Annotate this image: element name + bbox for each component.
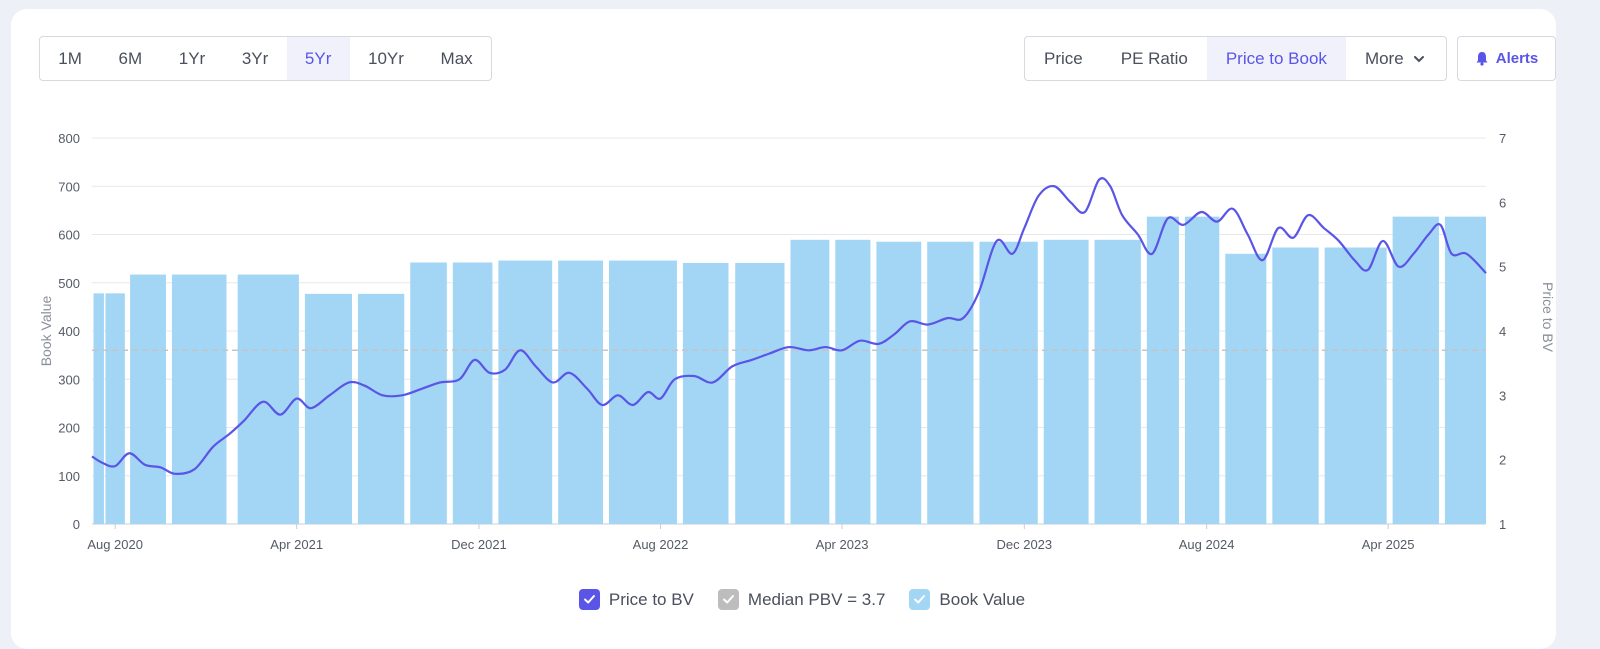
y-left-tick-label: 200: [58, 421, 80, 436]
y-right-axis-label: Price to BV: [1540, 282, 1556, 353]
book-value-bar: [790, 239, 830, 524]
metric-button-label: PE Ratio: [1120, 48, 1188, 68]
period-button-5yr[interactable]: 5Yr: [286, 37, 350, 80]
x-tick-label: Aug 2020: [87, 537, 143, 552]
period-button-label: 1Yr: [178, 48, 206, 68]
book-value-bar: [452, 262, 493, 524]
book-value-bar: [927, 241, 974, 525]
x-tick-label: Dec 2023: [996, 537, 1052, 552]
price-to-bv-line: [91, 177, 1487, 476]
x-tick-label: Apr 2023: [816, 537, 869, 552]
y-left-tick-label: 300: [58, 372, 80, 387]
book-value-bar: [105, 293, 125, 524]
book-value-bar: [876, 241, 922, 525]
book-value-bar: [304, 293, 352, 524]
y-right-tick-label: 6: [1499, 195, 1506, 210]
chart-legend: Price to BV Median PBV = 3.7 Book Value: [0, 589, 1600, 610]
y-left-tick-label: 500: [58, 276, 80, 291]
metric-button-label: More: [1364, 48, 1404, 68]
book-value-bar: [357, 293, 405, 524]
price-to-book-chart: 0 100 200 300 400 500 600 700 800 1 2 3 4 5 6 7 Book Val…: [38, 131, 1556, 552]
period-button-max[interactable]: Max: [422, 37, 491, 80]
book-value-bar: [498, 260, 553, 524]
period-button-1m[interactable]: 1M: [40, 37, 100, 80]
y-left-tick-label: 700: [58, 179, 80, 194]
checkbox-icon: [909, 589, 931, 610]
checkbox-icon: [717, 589, 739, 610]
x-tick-label: Apr 2025: [1362, 537, 1415, 552]
book-value-bar: [1225, 253, 1267, 525]
book-value-bar: [1184, 216, 1220, 524]
y-right-tick-label: 4: [1499, 324, 1506, 339]
metric-button-more[interactable]: More: [1346, 37, 1445, 80]
y-right-tick-label: 3: [1499, 388, 1506, 403]
checkbox-icon: [578, 589, 600, 610]
chevron-down-icon: [1413, 55, 1424, 62]
book-value-bar: [1094, 239, 1141, 524]
period-button-label: Max: [440, 48, 473, 68]
metric-button-pe-ratio[interactable]: PE Ratio: [1102, 37, 1207, 80]
period-button-label: 10Yr: [368, 48, 404, 68]
y-left-tick-label: 600: [58, 228, 80, 243]
y-right-tick-label: 1: [1499, 517, 1506, 532]
legend-item-book-value[interactable]: Book Value: [905, 589, 1025, 610]
period-button-10yr[interactable]: 10Yr: [350, 37, 423, 80]
metric-button-price-to-book[interactable]: Price to Book: [1206, 37, 1346, 80]
book-value-bar: [682, 262, 729, 524]
book-value-bar: [1324, 247, 1387, 524]
book-value-bar: [1392, 216, 1439, 524]
alerts-button[interactable]: Alerts: [1457, 36, 1556, 81]
y-left-tick-label: 0: [73, 517, 80, 532]
legend-label: Book Value: [939, 589, 1026, 609]
metric-button-label: Price to Book: [1225, 48, 1327, 68]
alerts-label: Alerts: [1495, 50, 1539, 67]
period-button-label: 6M: [118, 48, 143, 68]
period-button-label: 3Yr: [241, 48, 269, 68]
book-value-bar: [835, 239, 871, 524]
metric-button-price[interactable]: Price: [1025, 37, 1102, 80]
y-left-tick-label: 800: [58, 131, 80, 146]
x-tick-label: Dec 2021: [451, 537, 507, 552]
book-value-bar: [1146, 216, 1179, 524]
legend-item-median-pbv-3-7[interactable]: Median PBV = 3.7: [714, 589, 886, 610]
y-left-tick-label: 100: [58, 469, 80, 484]
book-value-bar: [558, 260, 603, 524]
period-button-6m[interactable]: 6M: [100, 37, 160, 80]
book-value-bar: [1444, 216, 1486, 524]
legend-label: Median PBV = 3.7: [747, 589, 886, 609]
period-button-label: 1M: [58, 48, 82, 68]
x-tick-label: Aug 2024: [1179, 537, 1235, 552]
book-value-bar: [1272, 247, 1319, 524]
period-button-1yr[interactable]: 1Yr: [160, 37, 223, 80]
book-value-bar: [237, 274, 299, 524]
y-right-tick-label: 7: [1499, 131, 1506, 146]
book-value-bar: [735, 262, 785, 524]
legend-label: Price to BV: [608, 589, 694, 609]
book-value-bar: [93, 293, 104, 524]
y-left-tick-label: 400: [58, 324, 80, 339]
x-tick-label: Apr 2021: [270, 537, 323, 552]
x-tick-label: Aug 2022: [633, 537, 689, 552]
book-value-bar: [410, 262, 447, 524]
legend-item-price-to-bv[interactable]: Price to BV: [575, 589, 694, 610]
book-value-bar: [130, 274, 166, 524]
book-value-bar: [979, 241, 1038, 525]
y-right-tick-label: 5: [1499, 260, 1506, 275]
period-selector: 1M 6M 1Yr 3Yr 5Yr 10Yr Max: [39, 36, 492, 81]
period-button-3yr[interactable]: 3Yr: [224, 37, 287, 80]
metric-selector: Price PE Ratio Price to Book More: [1024, 36, 1447, 81]
book-value-bar: [171, 274, 227, 524]
y-right-tick-label: 2: [1499, 453, 1506, 468]
metric-button-label: Price: [1044, 48, 1083, 68]
bell-icon: [1476, 52, 1488, 66]
y-left-axis-label: Book Value: [38, 296, 54, 367]
book-value-bar: [1043, 239, 1089, 524]
period-button-label: 5Yr: [304, 48, 332, 68]
